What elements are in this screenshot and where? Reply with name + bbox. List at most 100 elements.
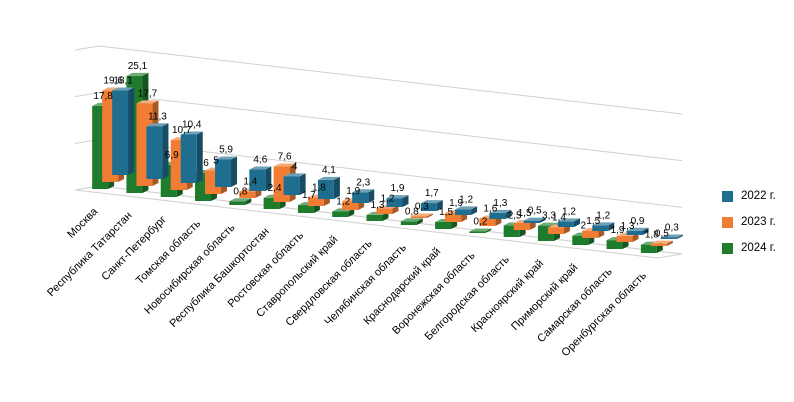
bar — [592, 222, 615, 231]
tick-label: Томская область — [134, 217, 203, 286]
bar-front — [112, 90, 129, 175]
data-label: 2 — [580, 221, 586, 232]
gridline — [74, 92, 683, 162]
bar-side — [471, 206, 478, 215]
data-label: 17,7 — [138, 88, 158, 99]
data-label: 1,9 — [391, 183, 405, 194]
bar-top — [650, 240, 673, 244]
data-label: 25,1 — [128, 61, 148, 72]
bar-side — [485, 228, 492, 233]
data-label: 1,7 — [425, 188, 439, 199]
bar-front — [513, 223, 530, 230]
bar-front — [435, 222, 452, 229]
data-label: 5 — [213, 156, 219, 167]
bar-side — [299, 173, 306, 195]
bar — [386, 195, 409, 207]
bar — [420, 200, 443, 211]
bar-top — [455, 206, 478, 210]
bar-top — [420, 200, 443, 204]
bar-front — [616, 235, 633, 242]
data-label: 11,3 — [148, 111, 167, 122]
bar-side — [348, 208, 355, 217]
legend-swatch — [722, 216, 733, 228]
legend-label: 2024 г. — [741, 242, 776, 254]
data-label: 0,8 — [233, 186, 247, 197]
data-label: 0,3 — [665, 223, 679, 234]
bar-side — [128, 87, 135, 175]
bar-side — [392, 205, 399, 214]
data-label: 1,2 — [381, 193, 395, 204]
bar-front — [297, 205, 314, 213]
data-label: 1,4 — [552, 212, 566, 223]
bar — [112, 87, 135, 175]
data-label: 4 — [292, 161, 298, 172]
bar-front — [366, 214, 383, 221]
bar-front — [479, 218, 496, 226]
data-label: 1,2 — [459, 194, 473, 205]
data-label: 1,5 — [586, 216, 600, 227]
bar-front — [352, 192, 369, 203]
bar-front — [317, 179, 334, 199]
legend-label: 2023 г. — [741, 216, 776, 228]
bar-front — [523, 220, 540, 223]
tick-label: Ростовская область — [226, 229, 307, 310]
bar-front — [626, 230, 643, 235]
data-label: 0,3 — [415, 202, 429, 213]
data-label: 1,9 — [449, 198, 463, 209]
bar-front — [239, 191, 256, 198]
bar-side — [368, 189, 375, 203]
data-label: 7,6 — [278, 152, 292, 163]
data-label: 1,4 — [243, 176, 257, 187]
bar-front — [342, 201, 359, 210]
data-label: 10,4 — [182, 119, 202, 130]
bar-front — [469, 231, 486, 233]
data-label: 1,2 — [562, 206, 576, 217]
bar-front — [180, 134, 197, 183]
bar-top — [410, 213, 433, 217]
tick-label: Приморский край — [509, 262, 580, 333]
bar-front — [557, 221, 574, 227]
bar-front — [445, 213, 462, 222]
data-label: 1,9 — [346, 186, 360, 197]
bar — [660, 234, 683, 239]
bar-side — [539, 217, 546, 223]
data-label: 1,5 — [439, 207, 453, 218]
bar-front — [455, 209, 472, 215]
bar-top — [489, 209, 512, 213]
data-label: 1,3 — [621, 221, 635, 232]
data-label: 1,5 — [518, 208, 532, 219]
bar — [215, 156, 238, 187]
bar — [523, 217, 546, 223]
data-label: 4,6 — [253, 155, 267, 166]
data-label: 1,9 — [611, 225, 625, 236]
bar-top — [317, 176, 340, 180]
data-label: 2,5 — [508, 210, 522, 221]
data-label: 6 — [203, 158, 209, 169]
data-label: 0,8 — [405, 206, 419, 217]
data-labels: 17,825,16,960,8 2,41,71,2 1,30,8 1,50,22,5 3… — [93, 61, 679, 241]
data-label: 19,6 — [103, 76, 123, 87]
bar-front — [249, 169, 266, 191]
bar-top — [215, 156, 238, 160]
data-label: 0,9 — [631, 216, 645, 227]
bar-top — [146, 123, 169, 127]
bar — [455, 206, 478, 215]
bar — [180, 131, 203, 183]
data-label: 1,3 — [371, 200, 385, 211]
bar-front — [215, 159, 232, 187]
bar-front — [489, 212, 506, 219]
bar-front — [146, 126, 163, 179]
data-label: 1,6 — [483, 204, 497, 215]
bar-front — [420, 203, 437, 211]
bar-side — [608, 222, 615, 231]
bar-side — [416, 218, 423, 225]
bar-side — [245, 198, 252, 205]
bar-side — [402, 195, 409, 207]
bar-side — [196, 131, 203, 183]
data-label: 1,2 — [336, 196, 350, 207]
bar-front — [332, 211, 349, 217]
data-label: 5,9 — [219, 144, 233, 155]
bar — [410, 213, 433, 218]
data-label: 1,8 — [645, 230, 659, 241]
bar-front — [582, 231, 599, 238]
